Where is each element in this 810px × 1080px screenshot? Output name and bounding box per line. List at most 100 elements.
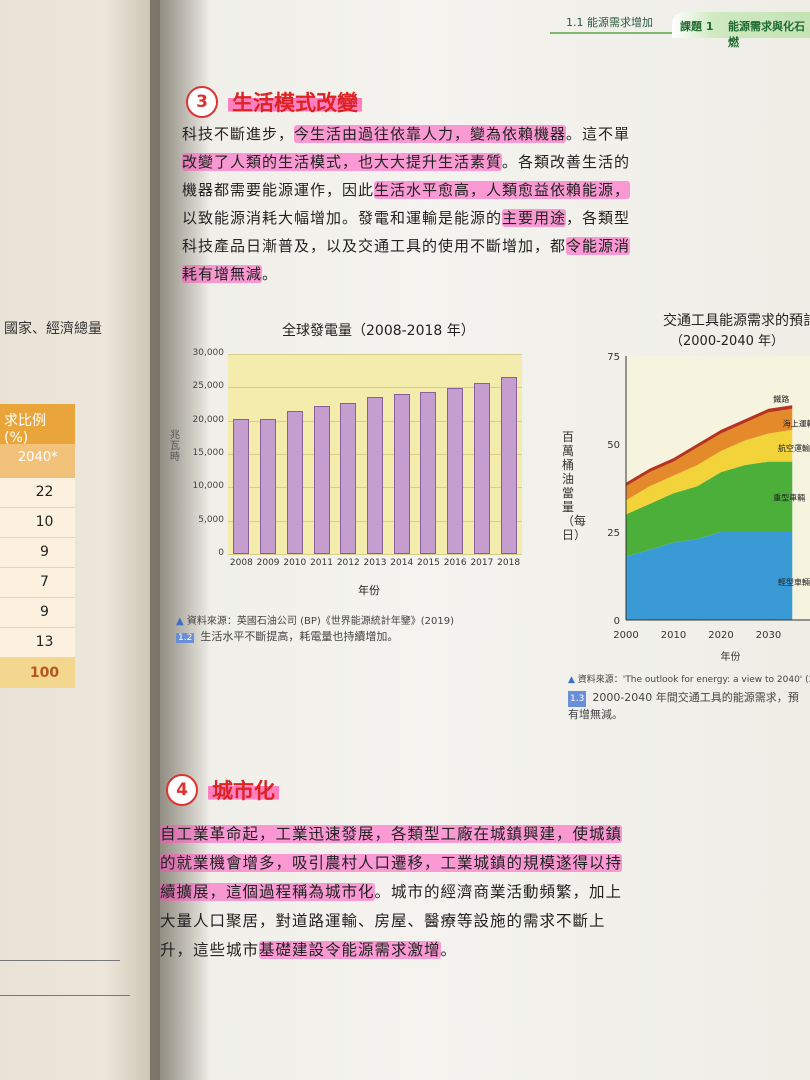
section-3-title: 生活模式改變 (228, 87, 362, 117)
chart1-x-tick: 2010 (283, 558, 307, 568)
figure2-caption: 1.3 2000-2040 年間交通工具的能源需求，預 有增無減。 (568, 691, 799, 721)
highlight-mark: 的就業機會增多，吸引農村人口遷移，工業城鎮的規模遂得以持 (160, 854, 623, 872)
chart2-y-tick: 25 (607, 528, 620, 539)
chart2-area-series (626, 532, 793, 620)
chart2-series-label: 鐵路 (773, 394, 789, 404)
paragraph-line: 大量人口聚居，對道路運輸、房屋、醫療等設施的需求不斷上 (160, 912, 606, 930)
chart2-x-tick: 2010 (661, 630, 686, 641)
chart1-x-tick: 2015 (417, 558, 440, 568)
chart1-bar (260, 419, 277, 554)
chart1-x-tick: 2017 (470, 558, 494, 568)
highlight-mark: 生活水平愈高，人類愈益依賴能源， (374, 181, 631, 199)
chart1-x-tick: 2013 (363, 558, 387, 568)
chart1-bar (447, 388, 464, 554)
chart2-area-series (626, 461, 793, 557)
highlight-mark: 自工業革命起，工業迅速發展，各類型工廠在城鎮興建，使城鎮 (160, 825, 623, 843)
highlight-mark: 改變了人類的生活模式，也大大提升生活素質 (182, 153, 503, 171)
chart1-y-tick: 30,000 (192, 348, 225, 358)
chart1-bar (286, 410, 303, 554)
chart1-bar (420, 392, 437, 554)
chart1-y-tick: 10,000 (192, 481, 225, 492)
chart1-gridline (228, 554, 522, 555)
paragraph-line: 續擴展，這個過程稱為城市化。城市的經濟商業活動頻繁，加上 (160, 883, 623, 901)
paragraph-line: 科技不斷進步，今生活由過往依靠人力，變為依賴機器。這不單 (182, 125, 631, 143)
section-3-heading: 3 生活模式改變 (186, 86, 362, 118)
chart1-x-tick: 2018 (497, 558, 521, 568)
figure1-number: 1.2 (176, 633, 195, 643)
page-header: 1.1 能源需求增加 課題 1 能源需求與化石燃 (560, 12, 810, 49)
paragraph-line: 改變了人類的生活模式，也大大提升生活素質。各類改善生活的 (182, 153, 631, 171)
section-4-title: 城市化 (208, 775, 279, 805)
left-page-rule (0, 995, 130, 996)
chart2-series-label: 輕型車輛 (778, 577, 810, 587)
chart2-y-tick: 50 (607, 440, 620, 451)
chart1-y-label: 兆瓦時 (170, 430, 180, 463)
chart2-series-label: 航空運輸 (778, 443, 810, 453)
left-table-col: 2040* (0, 444, 75, 478)
paragraph-line: 的就業機會增多，吸引農村人口遷移，工業城鎮的規模遂得以持 (160, 849, 623, 878)
chart1-bar (313, 406, 330, 554)
paragraph-line: 機器都需要能源運作，因此生活水平愈高，人類愈益依賴能源， (182, 181, 631, 199)
chart2-subtitle: （2000-2040 年） (670, 334, 784, 349)
highlight-mark: 基礎建設令能源需求激增 (259, 941, 441, 959)
paragraph-line: 自工業革命起，工業迅速發展，各類型工廠在城鎮興建，使城鎮 (160, 820, 623, 849)
left-table-row: 13 (0, 628, 75, 658)
chart2-x-tick: 2000 (613, 630, 638, 641)
chart1-gridline (228, 354, 522, 355)
electricity-bar-chart: 全球發電量（2008-2018 年） 0 5,000 10,000 15,000 20,… (170, 320, 548, 640)
transport-area-chart: 輕型車輛 重型車輛 航空運輸 海上運輸 鐵路 0 25 50 75 2000 2010 2020 203… (607, 352, 810, 663)
chart1-bar (340, 402, 357, 554)
chart1-bar (233, 418, 250, 554)
chart1-x-tick: 2014 (390, 558, 414, 568)
left-page-table: 求比例 (%) 2040* 22 10 9 7 9 13 100 (0, 404, 75, 688)
figure1-caption: 1.2 生活水平不斷提高，耗電量也持續增加。 (176, 630, 399, 643)
highlight-mark: 續擴展，這個過程稱為城市化 (160, 883, 375, 901)
chart1-y-tick: 20,000 (192, 414, 225, 425)
left-table-row: 7 (0, 568, 75, 598)
chart1-gridline (228, 387, 522, 389)
section-4-heading: 4 城市化 (166, 774, 279, 806)
header-topic-title: 能源需求與化石燃 (728, 20, 805, 49)
paragraph-line: 科技產品日漸普及，以及交通工具的使用不斷增加，都令能源消 (182, 237, 631, 255)
highlight-mark: 主要用途 (502, 209, 567, 227)
chart1-y-tick: 5,000 (198, 514, 224, 525)
chart1-bar (500, 376, 517, 554)
chart2-title: 交通工具能源需求的預計 (663, 313, 810, 329)
paragraph-line: 以致能源消耗大幅增加。發電和運輸是能源的主要用途，各類型 (182, 209, 631, 227)
paragraph-line: 耗有增無減。 (182, 265, 279, 283)
highlight-mark: 今生活由過往依靠人力，變為依賴機器 (294, 125, 567, 143)
chart1-x-tick: 2012 (336, 558, 360, 568)
left-page-text: 國家、經濟總量 (4, 321, 102, 337)
chart1-bar (393, 394, 410, 554)
chart1-x-tick: 2008 (229, 558, 253, 568)
left-table-row: 22 (0, 478, 75, 508)
chart1-x-tick: 2009 (256, 558, 280, 568)
section-4-paragraph: 自工業革命起，工業迅速發展，各類型工廠在城鎮興建，使城鎮 的就業機會增多，吸引農… (160, 820, 623, 965)
header-topic: 課題 1 (680, 20, 714, 33)
header-section: 1.1 能源需求增加 (566, 16, 653, 29)
section-4-number: 4 (166, 774, 198, 806)
highlight-mark: 耗有增無減 (182, 265, 263, 283)
header-tab (672, 12, 810, 38)
chart1-y-tick: 15,000 (192, 448, 225, 458)
chart1-title: 全球發電量（2008-2018 年） (282, 323, 475, 339)
left-page: 國家、經濟總量 求比例 (%) 2040* 22 10 9 7 9 13 100 (0, 0, 175, 1080)
chart2-area-series (626, 408, 793, 501)
section-3-number: 3 (186, 86, 218, 118)
chart1-bar (367, 397, 383, 554)
paragraph-line: 升，這些城市基礎建設令能源需求激增。 (160, 941, 458, 959)
left-table-row: 9 (0, 598, 75, 628)
chart1-y-tick: 0 (218, 548, 224, 558)
highlight-mark: 令能源消 (566, 237, 631, 255)
chart2-area-series (626, 429, 793, 515)
chart1-x-tick: 2011 (310, 558, 333, 568)
figure2-number: 1.3 (568, 691, 587, 707)
chart2-y-label: 百萬桶油當量（每日） (562, 430, 587, 542)
chart1-x-tick: 2016 (443, 558, 467, 568)
chart2-x-tick: 2020 (708, 630, 733, 641)
section-3-paragraph: 科技不斷進步，今生活由過往依靠人力，變為依賴機器。這不單 改變了人類的生活模式，… (182, 120, 631, 288)
chart1-plot-area (228, 354, 522, 555)
left-table-total: 100 (0, 658, 75, 688)
chart2-y-tick: 0 (614, 616, 620, 627)
left-page-rule (0, 960, 120, 961)
